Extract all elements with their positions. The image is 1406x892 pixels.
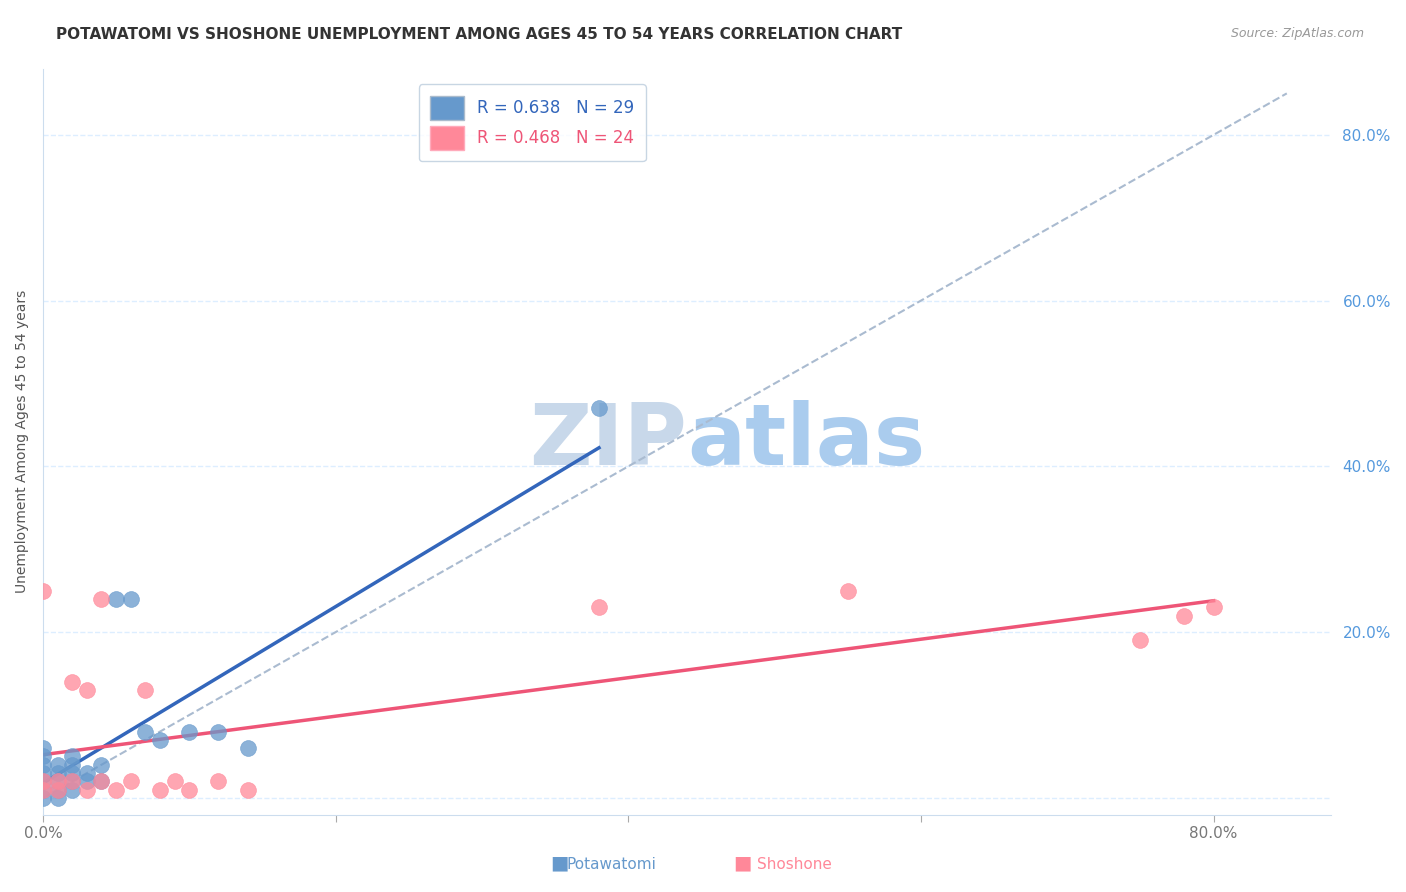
Point xyxy=(46,766,69,780)
Point xyxy=(60,674,83,689)
Point xyxy=(60,774,83,789)
Point xyxy=(236,741,259,756)
Point xyxy=(120,774,142,789)
Point xyxy=(32,741,55,756)
Point xyxy=(46,774,69,789)
Point xyxy=(149,733,172,747)
Point xyxy=(32,774,55,789)
Point xyxy=(46,782,69,797)
Text: Source: ZipAtlas.com: Source: ZipAtlas.com xyxy=(1230,27,1364,40)
Point xyxy=(32,782,55,797)
Point xyxy=(32,583,55,598)
Point xyxy=(588,600,610,615)
Point xyxy=(76,766,98,780)
Point xyxy=(76,683,98,698)
Point xyxy=(60,774,83,789)
Legend: R = 0.638   N = 29, R = 0.468   N = 24: R = 0.638 N = 29, R = 0.468 N = 24 xyxy=(419,85,645,161)
Point xyxy=(46,774,69,789)
Text: POTAWATOMI VS SHOSHONE UNEMPLOYMENT AMONG AGES 45 TO 54 YEARS CORRELATION CHART: POTAWATOMI VS SHOSHONE UNEMPLOYMENT AMON… xyxy=(56,27,903,42)
Point xyxy=(60,749,83,764)
Point xyxy=(163,774,186,789)
Text: atlas: atlas xyxy=(686,400,925,483)
Point xyxy=(32,782,55,797)
Point xyxy=(32,749,55,764)
Point xyxy=(134,724,156,739)
Text: Potawatomi: Potawatomi xyxy=(567,857,657,872)
Point xyxy=(90,774,112,789)
Point xyxy=(46,782,69,797)
Point xyxy=(207,724,229,739)
Point xyxy=(149,782,172,797)
Point xyxy=(60,782,83,797)
Point xyxy=(60,766,83,780)
Point xyxy=(588,401,610,416)
Point xyxy=(134,683,156,698)
Point xyxy=(76,782,98,797)
Text: ■: ■ xyxy=(733,854,752,872)
Text: ZIP: ZIP xyxy=(529,400,686,483)
Point xyxy=(32,774,55,789)
Point xyxy=(179,724,201,739)
Point xyxy=(1202,600,1225,615)
Point xyxy=(179,782,201,797)
Point xyxy=(46,757,69,772)
Point xyxy=(60,757,83,772)
Point xyxy=(32,757,55,772)
Point xyxy=(236,782,259,797)
Text: Shoshone: Shoshone xyxy=(756,857,832,872)
Y-axis label: Unemployment Among Ages 45 to 54 years: Unemployment Among Ages 45 to 54 years xyxy=(15,290,30,593)
Point xyxy=(207,774,229,789)
Text: ■: ■ xyxy=(550,854,569,872)
Point xyxy=(46,791,69,805)
Point xyxy=(32,791,55,805)
Point xyxy=(837,583,859,598)
Point xyxy=(90,592,112,607)
Point xyxy=(76,774,98,789)
Point xyxy=(1129,633,1152,648)
Point xyxy=(90,757,112,772)
Point xyxy=(105,592,128,607)
Point xyxy=(120,592,142,607)
Point xyxy=(1173,608,1195,623)
Point xyxy=(105,782,128,797)
Point xyxy=(90,774,112,789)
Point xyxy=(32,766,55,780)
